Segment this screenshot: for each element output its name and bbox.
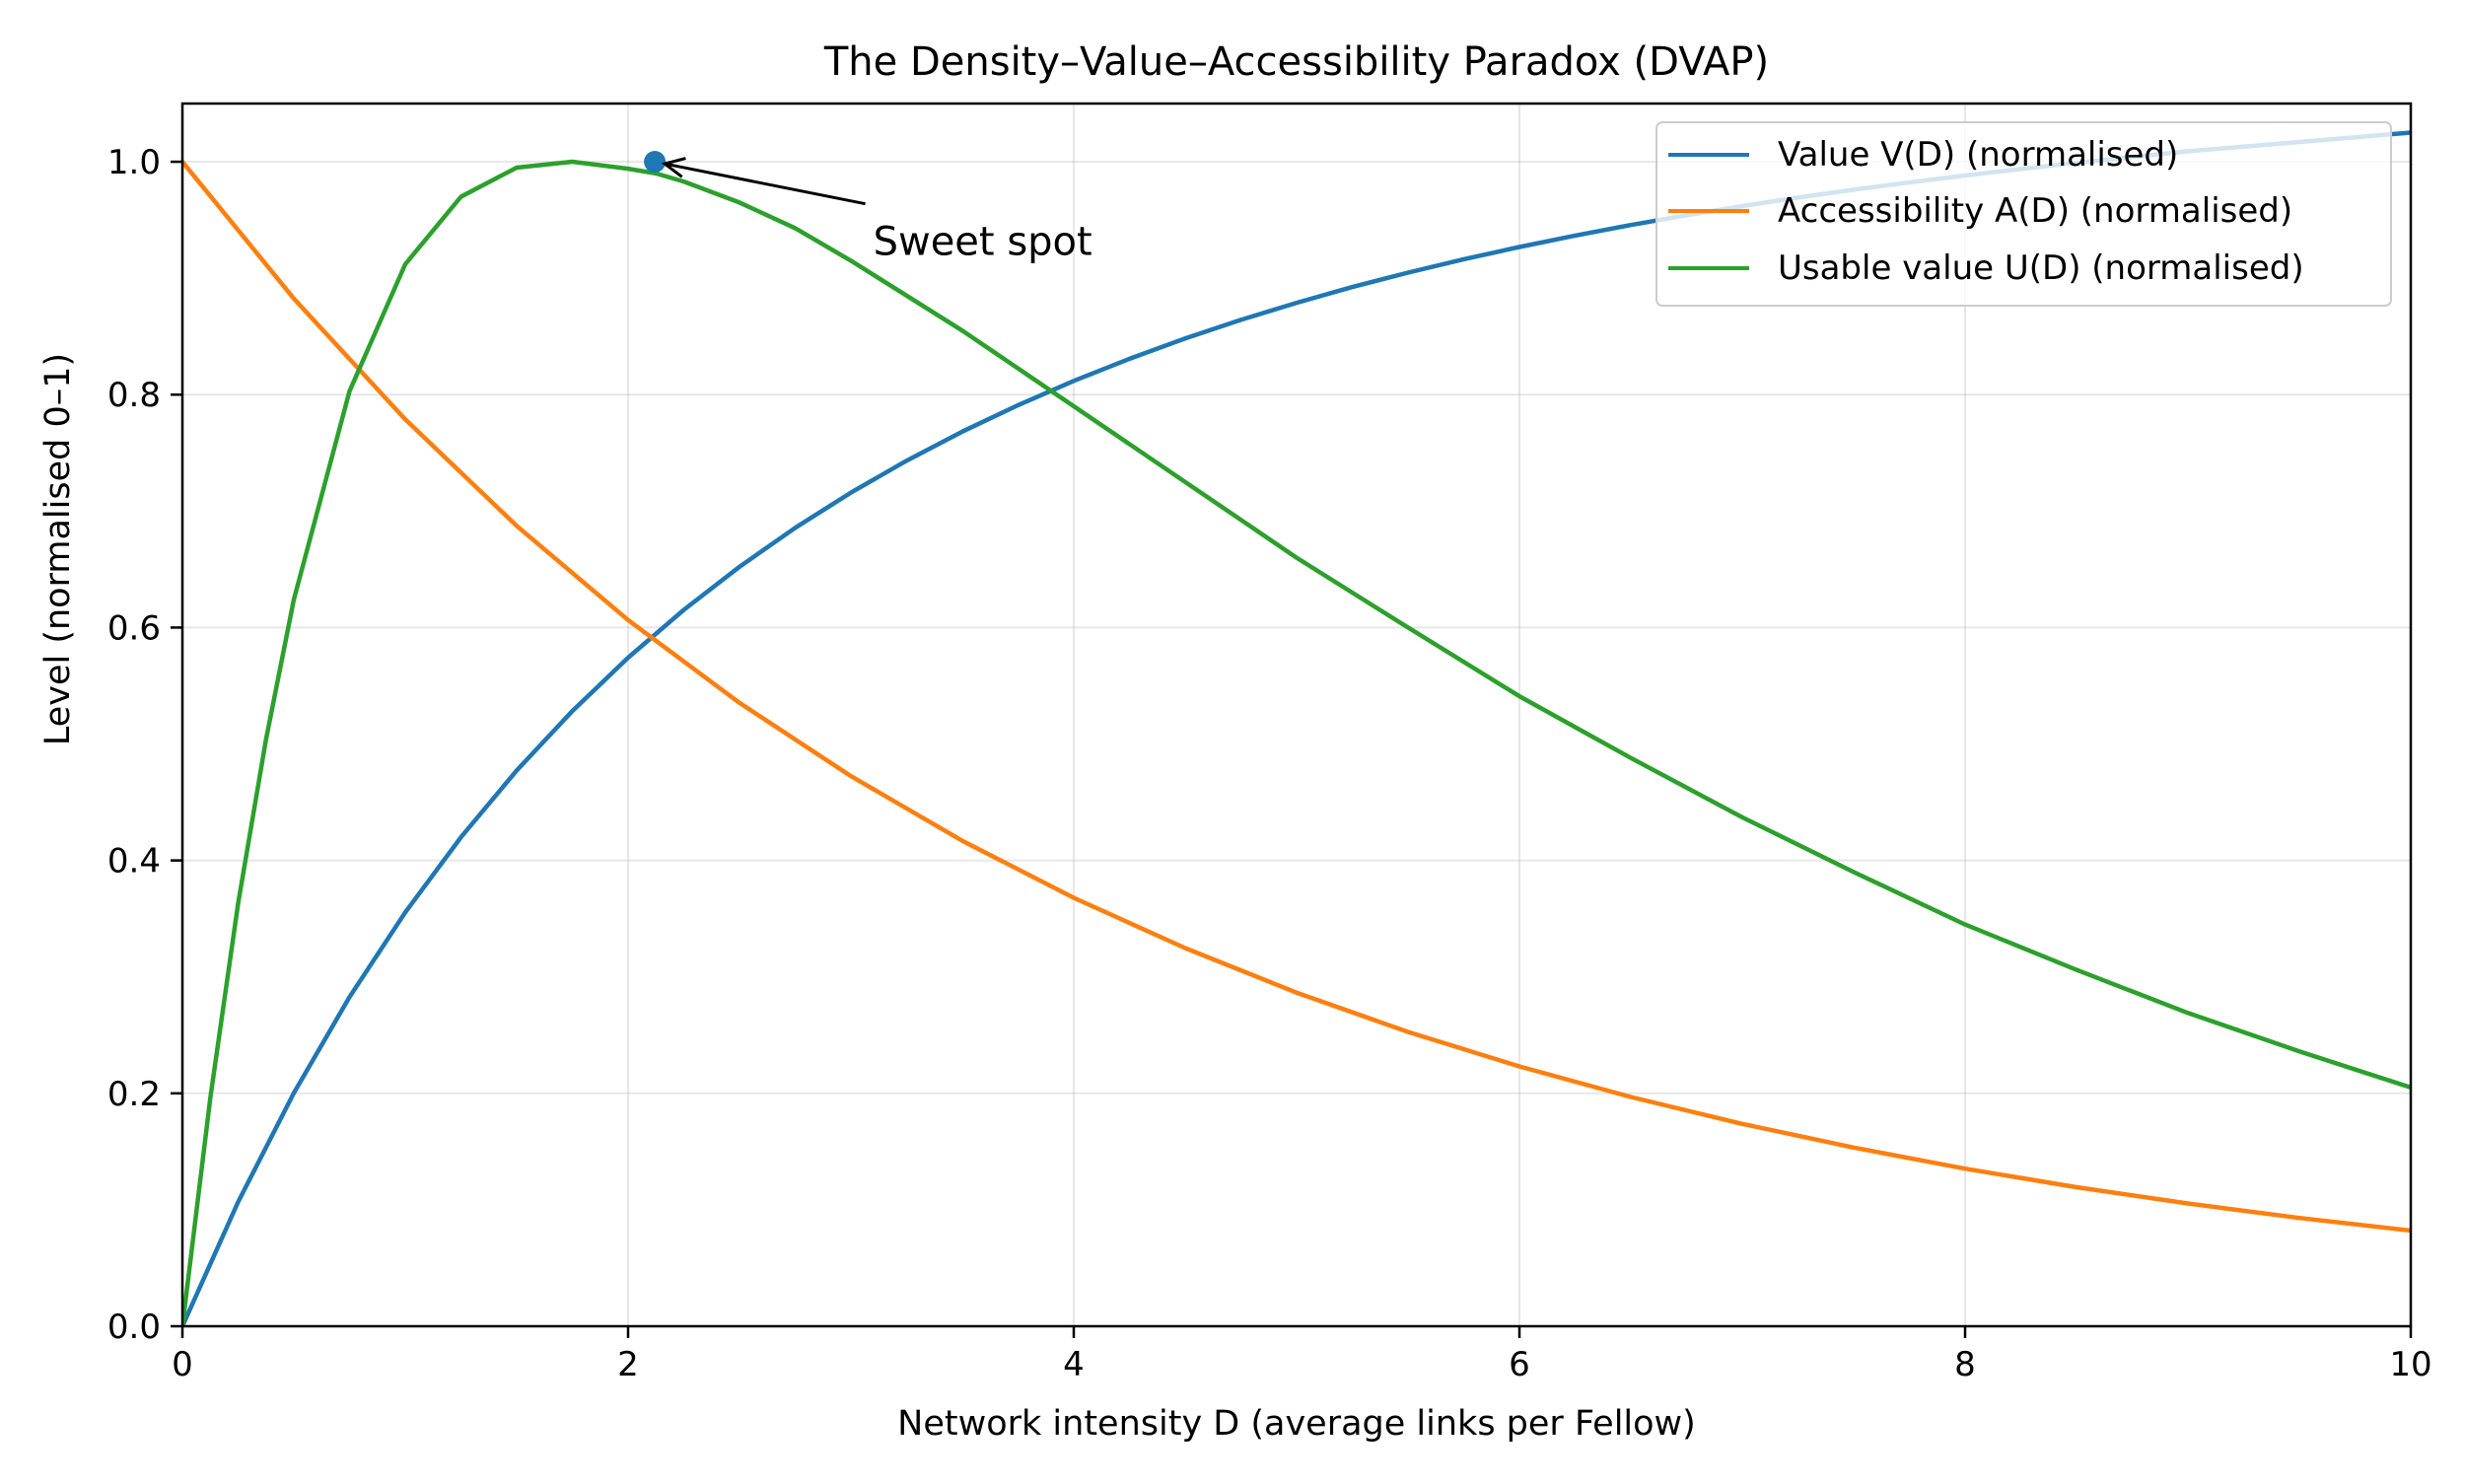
chart-title: The Density–Value–Accessibility Paradox … — [823, 39, 1769, 85]
y-tick-label-2: 0.4 — [107, 842, 161, 882]
y-axis-label: Level (normalised 0–1) — [38, 353, 78, 745]
annotations: Sweet spot — [644, 151, 1092, 265]
y-tick-label-3: 0.6 — [107, 608, 161, 648]
legend-label-accessibility: Accessibility A(D) (normalised) — [1778, 191, 2292, 231]
series-clip-group — [182, 130, 2411, 1326]
axes — [180, 102, 2413, 1328]
series-line-1 — [182, 159, 2411, 1234]
legend-label-value: Value V(D) (normalised) — [1778, 135, 2178, 175]
x-tick-label-3: 6 — [1509, 1345, 1530, 1384]
sweet-spot-label: Sweet spot — [874, 220, 1092, 265]
series-line-2 — [182, 159, 2411, 1326]
x-tick-label-2: 4 — [1063, 1345, 1085, 1384]
x-axis-label: Network intensity D (average links per F… — [897, 1404, 1696, 1444]
x-tick-label-0: 0 — [172, 1345, 193, 1384]
plot-frame — [180, 102, 2413, 1328]
x-tick-label-4: 8 — [1954, 1345, 1976, 1384]
x-tick-label-1: 2 — [617, 1345, 639, 1384]
y-tick-label-4: 0.8 — [107, 376, 161, 415]
series-lines — [182, 130, 2411, 1326]
legend: Value V(D) (normalised) Accessibility A(… — [1655, 121, 2392, 307]
sweet-spot-marker — [644, 151, 667, 174]
legend-frame — [1655, 121, 2392, 307]
tick-labels: 0 2 4 6 8 10 0.0 0.2 0.4 0.6 0.8 1.0 — [107, 143, 2432, 1384]
sweet-spot-arrow-shaft — [664, 162, 866, 206]
series-line-0 — [182, 130, 2411, 1326]
legend-label-usable: Usable value U(D) (normalised) — [1778, 248, 2304, 288]
sweet-spot-arrow-head — [661, 157, 686, 178]
y-tick-label-1: 0.2 — [107, 1075, 161, 1114]
y-tick-label-0: 0.0 — [107, 1307, 161, 1347]
x-tick-label-5: 10 — [2389, 1345, 2431, 1384]
y-tick-label-5: 1.0 — [107, 143, 161, 182]
